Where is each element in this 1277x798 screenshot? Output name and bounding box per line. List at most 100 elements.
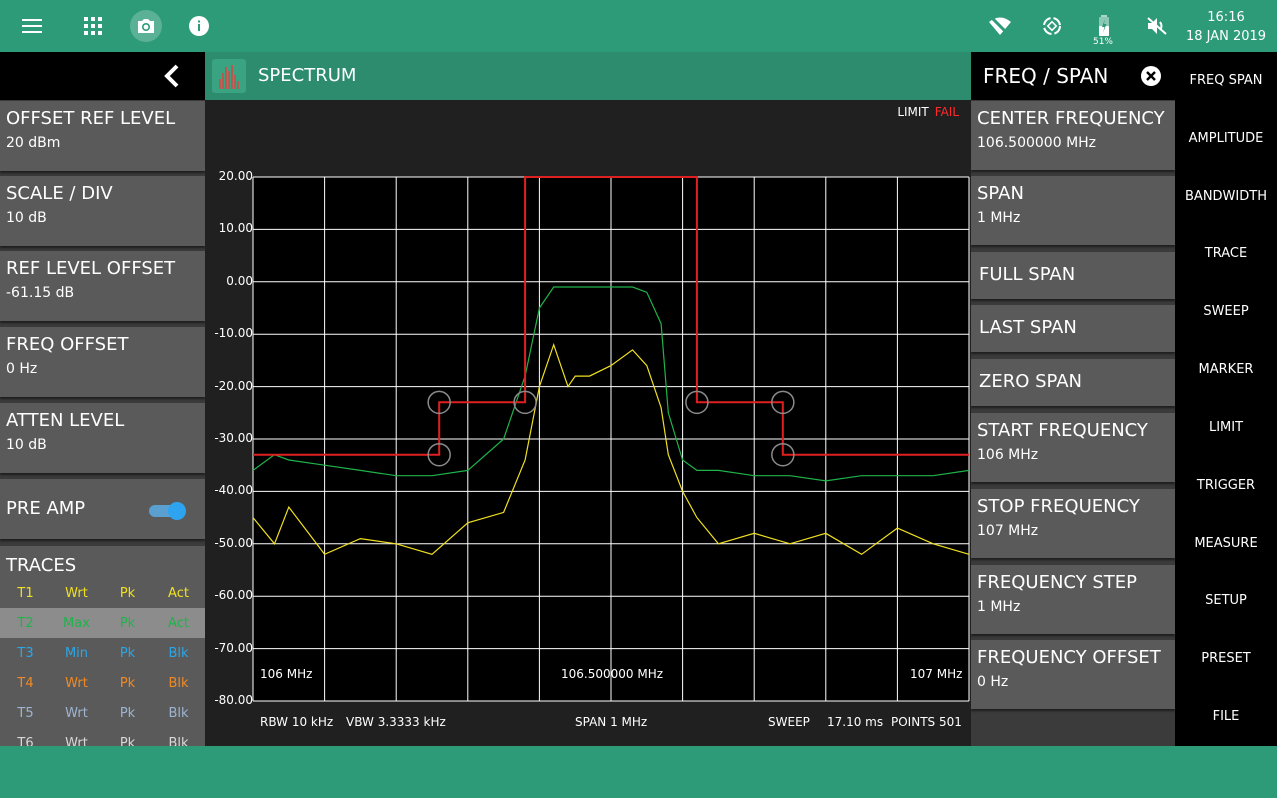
tab-marker[interactable]: MARKER — [1198, 362, 1254, 377]
last-span-button[interactable]: LAST SPAN — [971, 305, 1175, 352]
frequency-offset-button[interactable]: FREQUENCY OFFSET 0 Hz — [971, 640, 1175, 709]
traces-title: TRACES — [6, 555, 77, 576]
trace-det: Pk — [119, 675, 136, 691]
tab-freq-span[interactable]: FREQ SPAN — [1189, 73, 1263, 88]
zero-span-button[interactable]: ZERO SPAN — [971, 359, 1175, 406]
trace-det: Pk — [119, 705, 136, 721]
freq-offset-label: FREQ OFFSET — [6, 334, 129, 355]
limit-point-handle[interactable] — [427, 390, 451, 415]
trace-row[interactable]: T1 Wrt Pk Act — [0, 578, 205, 608]
tab-amplitude[interactable]: AMPLITUDE — [1188, 131, 1264, 146]
traces-table: TRACES T1 Wrt Pk Act T2 Max Pk Act T3 Min Pk Blk T4 W… — [0, 546, 205, 746]
volume-mute-icon[interactable] — [1141, 10, 1173, 42]
start-frequency-button[interactable]: START FREQUENCY 106 MHz — [971, 413, 1175, 482]
trace-row[interactable]: T6 Wrt Pk Blk — [0, 728, 205, 747]
trace-id: T1 — [17, 585, 34, 601]
tab-file[interactable]: FILE — [1212, 709, 1240, 724]
status-bar: 51% 16:16 18 JAN 2019 — [0, 0, 1277, 52]
rotation-lock-icon — [1036, 10, 1068, 42]
trace-det: Pk — [119, 645, 136, 661]
menu-icon[interactable] — [16, 10, 48, 42]
back-chevron-icon[interactable] — [159, 62, 187, 90]
trace-state: Act — [168, 615, 189, 631]
close-icon[interactable] — [1141, 66, 1161, 86]
freq-span-menu-title: FREQ / SPAN — [983, 64, 1109, 88]
rbw-readout[interactable]: RBW 10 kHz — [260, 715, 334, 729]
scale-div-label: SCALE / DIV — [6, 183, 113, 204]
limit-point-handle[interactable] — [771, 442, 795, 467]
tab-sweep[interactable]: SWEEP — [1203, 304, 1249, 319]
span-readout[interactable]: SPAN 1 MHz — [575, 715, 648, 729]
sweep-time-readout[interactable]: 17.10 ms — [827, 715, 884, 729]
y-tick-label: -20.00 — [214, 378, 253, 393]
x-center-label: 106.500000 MHz — [561, 667, 664, 681]
ref-level-offset-button[interactable]: REF LEVEL OFFSET -61.15 dB — [0, 251, 205, 321]
tab-trigger[interactable]: TRIGGER — [1196, 478, 1256, 493]
trace-type: Wrt — [65, 705, 88, 721]
trace-row[interactable]: T5 Wrt Pk Blk — [0, 698, 205, 728]
trace-row[interactable]: T4 Wrt Pk Blk — [0, 668, 205, 698]
full-span-label: FULL SPAN — [979, 264, 1076, 285]
menu-tabs: FREQ SPAN AMPLITUDE BANDWIDTH TRACE SWEE… — [1175, 52, 1277, 746]
trace-id: T4 — [17, 675, 34, 691]
trace-type: Wrt — [65, 735, 88, 747]
pre-amp-toggle[interactable] — [149, 501, 189, 520]
freq-offset-value: 0 Hz — [6, 361, 38, 377]
wifi-off-icon — [984, 10, 1016, 42]
tab-setup[interactable]: SETUP — [1205, 593, 1247, 608]
limit-line — [253, 176, 969, 456]
ref-level-offset-label: REF LEVEL OFFSET — [6, 258, 176, 279]
spectrum-plot[interactable] — [205, 100, 971, 746]
full-span-button[interactable]: FULL SPAN — [971, 252, 1175, 299]
scale-div-button[interactable]: SCALE / DIV 10 dB — [0, 176, 205, 246]
limit-point-handle[interactable] — [513, 390, 537, 415]
apps-grid-icon[interactable] — [77, 10, 109, 42]
pre-amp-label: PRE AMP — [6, 498, 86, 519]
trace-type: Wrt — [65, 585, 88, 601]
camera-icon[interactable] — [130, 10, 162, 42]
trace-id: T5 — [17, 705, 34, 721]
offset-ref-level-value: 20 dBm — [6, 135, 61, 151]
center-frequency-button[interactable]: CENTER FREQUENCY 106.500000 MHz — [971, 101, 1175, 170]
offset-ref-level-button[interactable]: OFFSET REF LEVEL 20 dBm — [0, 101, 205, 171]
write-trace-line — [252, 342, 970, 556]
freq-span-menu: FREQ / SPAN CENTER FREQUENCY 106.500000 … — [971, 52, 1175, 746]
tab-bandwidth[interactable]: BANDWIDTH — [1185, 189, 1267, 204]
atten-level-button[interactable]: ATTEN LEVEL 10 dB — [0, 403, 205, 473]
start-frequency-label: START FREQUENCY — [977, 420, 1148, 441]
pre-amp-row[interactable]: PRE AMP — [0, 479, 205, 539]
x-start-label: 106 MHz — [260, 667, 313, 681]
trace-type: Min — [64, 645, 89, 661]
y-tick-label: -60.00 — [214, 588, 253, 603]
limit-status: LIMIT FAIL — [897, 105, 959, 119]
freq-offset-button[interactable]: FREQ OFFSET 0 Hz — [0, 327, 205, 397]
limit-point-handle[interactable] — [427, 442, 451, 467]
frequency-offset-value: 0 Hz — [977, 674, 1009, 690]
clock-time: 16:16 — [1207, 10, 1245, 25]
vbw-readout[interactable]: VBW 3.3333 kHz — [346, 715, 446, 729]
y-tick-label: -50.00 — [214, 535, 253, 550]
atten-level-value: 10 dB — [6, 437, 47, 453]
center-frequency-label: CENTER FREQUENCY — [977, 108, 1165, 129]
trace-row[interactable]: T3 Min Pk Blk — [0, 638, 205, 668]
x-stop-label: 107 MHz — [910, 667, 963, 681]
limit-point-handle[interactable] — [771, 390, 795, 415]
frequency-step-button[interactable]: FREQUENCY STEP 1 MHz — [971, 565, 1175, 634]
span-button[interactable]: SPAN 1 MHz — [971, 176, 1175, 245]
tab-measure[interactable]: MEASURE — [1194, 536, 1258, 551]
info-icon[interactable] — [183, 10, 215, 42]
freq-span-menu-header: FREQ / SPAN — [971, 52, 1175, 100]
frequency-step-label: FREQUENCY STEP — [977, 572, 1138, 593]
sweep-label[interactable]: SWEEP — [768, 715, 810, 729]
span-value: 1 MHz — [977, 210, 1021, 226]
tab-preset[interactable]: PRESET — [1201, 651, 1251, 666]
tab-trace[interactable]: TRACE — [1204, 246, 1248, 261]
tab-limit[interactable]: LIMIT — [1208, 420, 1244, 435]
limit-point-handle[interactable] — [685, 390, 709, 415]
trace-state: Act — [168, 585, 189, 601]
trace-row[interactable]: T2 Max Pk Act — [0, 608, 205, 638]
bottom-bar — [0, 746, 1277, 798]
points-readout[interactable]: POINTS 501 — [891, 715, 962, 729]
stop-frequency-button[interactable]: STOP FREQUENCY 107 MHz — [971, 489, 1175, 558]
trace-id: T3 — [17, 645, 34, 661]
